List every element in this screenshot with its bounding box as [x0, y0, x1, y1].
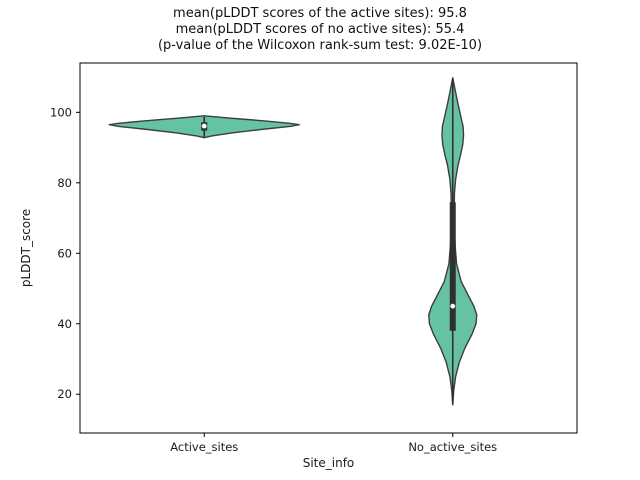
x-tick-label: Active_sites: [170, 440, 238, 454]
median-dot-Active_sites: [201, 123, 207, 129]
title-line-1: mean(pLDDT scores of the active sites): …: [173, 6, 467, 21]
y-tick-label: 100: [50, 105, 72, 119]
y-tick-label: 80: [57, 176, 72, 190]
title-line-2: mean(pLDDT scores of no active sites): 5…: [175, 22, 465, 37]
axes-frame: [79, 62, 578, 434]
x-tick-label: No_active_sites: [408, 440, 497, 454]
median-dot-No_active_sites: [450, 303, 456, 309]
x-axis-label: Site_info: [303, 456, 355, 470]
y-tick-label: 60: [57, 246, 72, 260]
title-line-3: (p-value of the Wilcoxon rank-sum test: …: [157, 38, 483, 53]
y-axis-label: pLDDT_score: [19, 209, 33, 287]
y-tick-label: 40: [57, 317, 72, 331]
chart-title: mean(pLDDT scores of the active sites): …: [0, 6, 640, 54]
y-tick-label: 20: [57, 387, 72, 401]
